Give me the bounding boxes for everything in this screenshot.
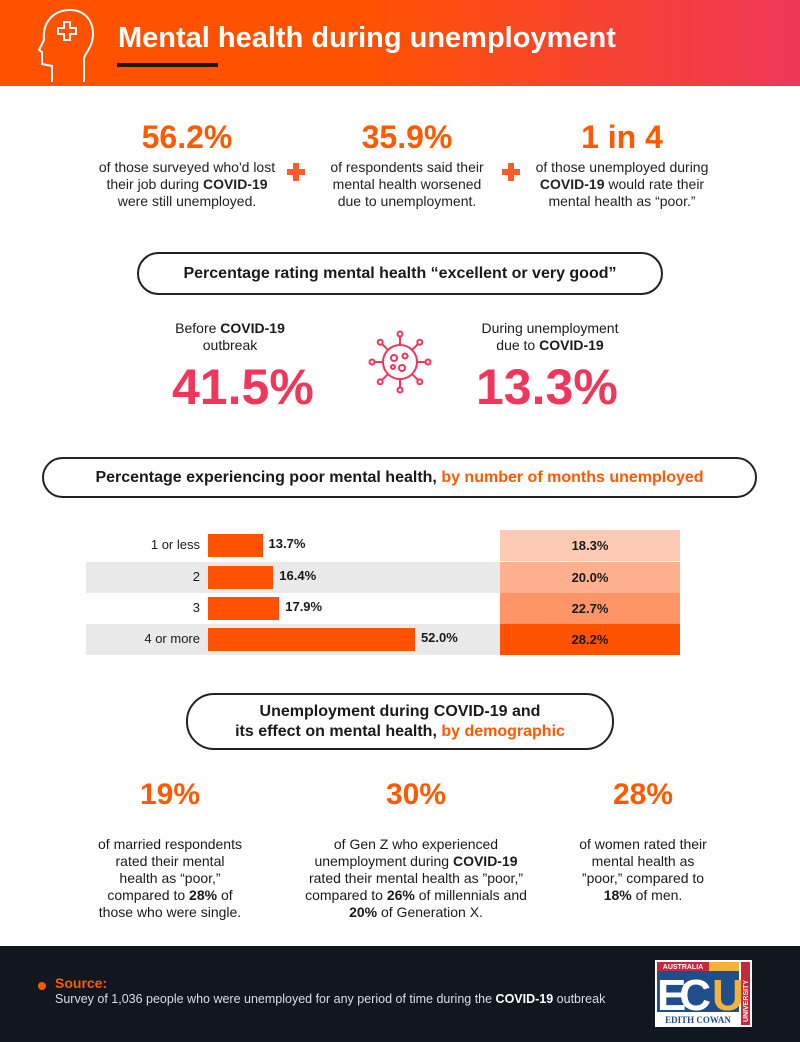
bar-value-label: 16.4% <box>279 568 317 583</box>
during-value: 13.3% <box>476 359 618 415</box>
demographic-heading: Unemployment during COVID-19 and its eff… <box>186 693 614 750</box>
stat-still-unemployed: 56.2% of those surveyed who'd lost their … <box>87 119 287 210</box>
stat-one-in-four: 1 in 4 of those unemployed during COVID-1… <box>522 119 722 210</box>
page-title: Mental health during unemployment <box>118 22 616 54</box>
bar-value-label: 17.9% <box>285 599 323 614</box>
ecu-logo: AUSTRALIA EC U EDITH COWAN UNIVERSITY <box>655 960 752 1027</box>
stat-text: of those surveyed who'd lost their job du… <box>98 159 276 209</box>
svg-text:EDITH COWAN: EDITH COWAN <box>665 1015 731 1025</box>
demo-gen-z: 30% of Gen Z who experienced unemployment … <box>305 778 527 920</box>
source-label: Source: <box>55 975 108 991</box>
category-label: 4 or more <box>144 631 200 646</box>
demo-women: 28% of women rated their mental health as”… <box>579 778 707 903</box>
virus-icon <box>368 330 432 394</box>
during-label: During unemployment due to COVID-19 <box>481 320 619 353</box>
bar-value-label: 13.7% <box>268 536 306 551</box>
bar-value-label: 52.0% <box>420 630 458 645</box>
svg-text:UNIVERSITY: UNIVERSITY <box>743 980 750 1022</box>
poor-heading: Percentage experiencing poor mental heal… <box>42 457 757 498</box>
bar <box>208 628 415 651</box>
category-label: 1 or less <box>150 537 200 552</box>
stat-value: 56.2% <box>141 119 233 155</box>
category-label: 2 <box>192 569 200 584</box>
chart-row: 4 or more 52.0% <box>86 624 500 655</box>
heat-cell: 18.3% <box>500 530 680 561</box>
rating-heading: Percentage rating mental health “excelle… <box>137 252 663 295</box>
before-value: 41.5% <box>172 359 314 415</box>
stat-text: of those unemployed during COVID-19 would… <box>535 159 709 209</box>
head-medical-cross-icon <box>38 8 94 82</box>
before-label: Before COVID-19 outbreak <box>175 320 285 353</box>
bar <box>208 597 280 620</box>
bar <box>208 566 274 589</box>
demo-married: 19% of married respondents rated their men… <box>98 778 242 920</box>
stat-text: of respondents said their mental health w… <box>330 159 484 209</box>
stat-value: 1 in 4 <box>581 119 663 155</box>
heat-cell: 20.0% <box>500 562 680 593</box>
chart-row: 2 16.4% <box>86 562 500 593</box>
chart-row: 3 17.9% <box>86 593 500 624</box>
source-text: Survey of 1,036 people who were unemploy… <box>55 992 606 1006</box>
plus-icon <box>287 163 305 181</box>
bullet-icon <box>38 982 46 990</box>
category-label: 3 <box>192 600 200 615</box>
svg-text:EC: EC <box>657 971 711 1020</box>
bar <box>208 534 263 557</box>
header-banner: Mental health during unemployment <box>0 0 800 86</box>
heat-cell: 22.7% <box>500 593 680 624</box>
stat-worsened: 35.9% of respondents said their mental he… <box>307 119 507 210</box>
plus-icon <box>502 163 520 181</box>
svg-text:AUSTRALIA: AUSTRALIA <box>663 964 703 971</box>
svg-text:U: U <box>712 971 744 1020</box>
chart-row: 1 or less 13.7% <box>86 530 500 561</box>
heat-cell: 28.2% <box>500 624 680 655</box>
stat-value: 35.9% <box>361 119 453 155</box>
title-underline <box>117 63 218 67</box>
